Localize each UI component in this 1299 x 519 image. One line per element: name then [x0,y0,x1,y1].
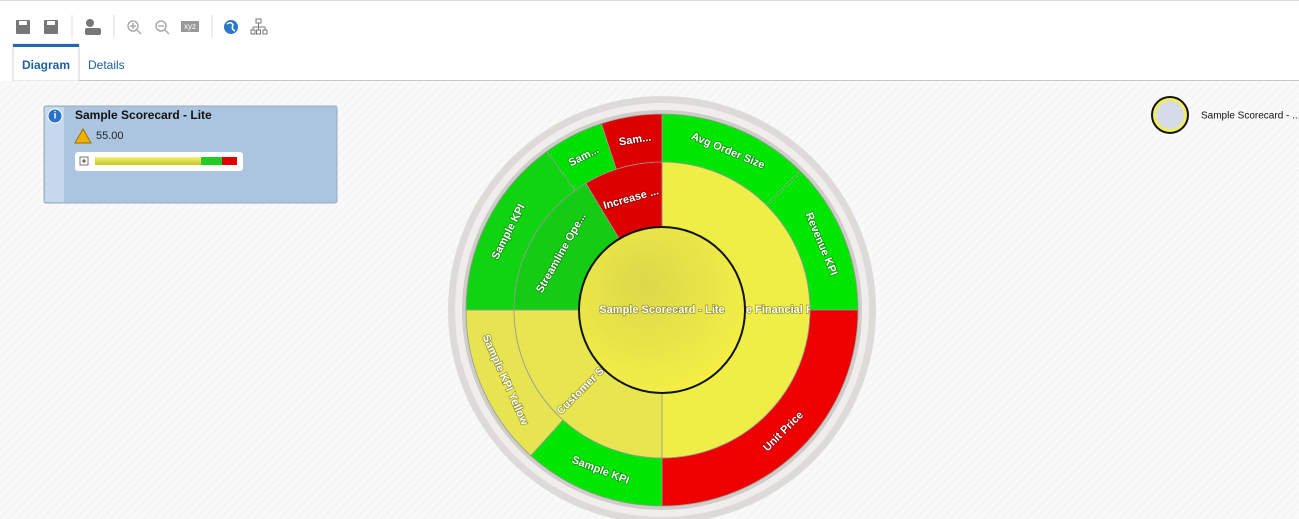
zoom-in-icon[interactable] [127,20,139,32]
text-icon[interactable] [181,21,199,32]
warning-icon [74,127,92,144]
progress-green [201,157,222,165]
info-glyph: i [54,111,57,122]
tab-label[interactable]: Details [88,58,125,72]
tab-diagram[interactable] [12,43,80,82]
sunburst-segment[interactable] [600,113,663,170]
text-icon-label: xyz [184,22,196,31]
card-title: Sample Scorecard - Lite [75,108,212,122]
sunburst-center[interactable] [578,226,746,394]
card-strip [45,107,64,202]
center-label: Sample Scorecard - Lite [599,304,724,316]
toolbar: xyz [16,15,268,38]
progress-red [222,157,237,165]
tab-active-indicator [13,44,79,47]
scorecard-card[interactable]: i Sample Scorecard - Lite 55.00 [43,105,338,204]
legend-node-inner [1156,101,1184,129]
user-icon[interactable] [86,19,94,27]
card-score: 55.00 [96,130,124,142]
tab-label[interactable]: Diagram [22,58,70,72]
progress-yellow [95,157,201,165]
info-icon[interactable] [47,108,63,124]
segment-label: Sam... [618,132,652,149]
legend-label: Sample Scorecard - ... [1201,111,1299,122]
hierarchy-icon[interactable] [250,18,268,35]
zoom-out-icon[interactable] [155,20,167,32]
